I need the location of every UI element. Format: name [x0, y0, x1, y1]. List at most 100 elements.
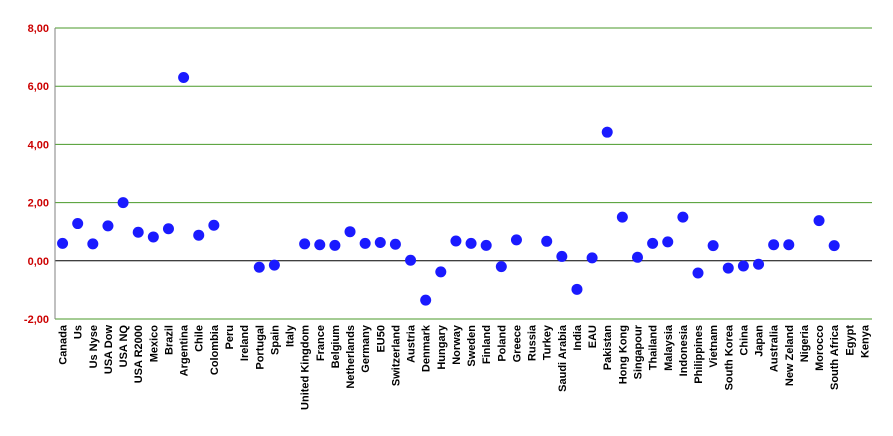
- data-point: [314, 239, 326, 251]
- y-tick-label: 2,00: [28, 198, 49, 210]
- data-point: [344, 226, 356, 238]
- data-point: [329, 239, 341, 251]
- y-tick-label: 6,00: [28, 81, 49, 93]
- x-tick-label: USA R2000: [133, 325, 145, 383]
- data-point: [722, 262, 734, 274]
- data-point: [132, 226, 144, 238]
- data-point: [450, 235, 462, 247]
- x-tick-label: Finland: [481, 325, 493, 364]
- data-point: [87, 238, 99, 250]
- x-tick-label: Nigeria: [799, 324, 811, 362]
- x-tick-label: USA NQ: [118, 325, 130, 368]
- data-point: [420, 294, 432, 306]
- x-tick-label: South Africa: [829, 324, 841, 390]
- x-tick-label: Austria: [406, 324, 418, 363]
- data-point: [768, 239, 780, 251]
- data-point: [253, 261, 265, 273]
- x-tick-label: Singapour: [632, 324, 644, 379]
- x-tick-label: Germany: [360, 324, 372, 373]
- x-tick-label: Turkey: [542, 324, 554, 360]
- data-point: [586, 252, 598, 264]
- data-point: [57, 237, 69, 249]
- data-point: [435, 266, 447, 278]
- data-point: [541, 235, 553, 247]
- x-tick-label: Morocco: [814, 325, 826, 371]
- x-tick-label: Philippines: [693, 325, 705, 384]
- x-tick-label: Malaysia: [663, 324, 675, 371]
- x-tick-label: Thailand: [648, 325, 660, 370]
- data-point: [707, 240, 719, 252]
- data-point: [828, 240, 840, 252]
- x-tick-label: Spain: [269, 325, 281, 355]
- y-tick-label: 8,00: [28, 23, 49, 35]
- x-tick-label: Japan: [754, 325, 766, 357]
- x-tick-label: Portugal: [254, 325, 266, 370]
- data-point: [147, 231, 159, 243]
- x-tick-label: Vietnam: [708, 325, 720, 368]
- x-tick-label: Chile: [194, 325, 206, 352]
- x-tick-label: India: [572, 324, 584, 351]
- x-tick-label: EU50: [375, 325, 387, 353]
- data-point: [662, 236, 674, 248]
- y-axis: -2,00 0,00 2,00 4,00 6,00 8,00: [24, 23, 49, 326]
- x-tick-label: China: [738, 324, 750, 355]
- data-point: [208, 219, 220, 231]
- x-tick-label: Indonesia: [678, 324, 690, 376]
- x-tick-label: Mexico: [148, 325, 160, 363]
- data-point: [737, 260, 749, 272]
- x-tick-label: Netherlands: [345, 325, 357, 389]
- x-tick-label: Argentina: [179, 324, 191, 376]
- x-tick-label: France: [315, 325, 327, 361]
- x-tick-label: Denmark: [421, 324, 433, 372]
- x-tick-label: Us Nyse: [88, 325, 100, 368]
- x-tick-label: Belgium: [330, 325, 342, 369]
- x-tick-label: United Kingdom: [300, 325, 312, 410]
- y-tick-label: -2,00: [24, 314, 49, 326]
- data-point: [631, 251, 643, 263]
- x-tick-label: Ireland: [239, 325, 251, 361]
- x-tick-label: Us: [73, 325, 85, 339]
- x-tick-label: EAU: [587, 325, 599, 348]
- x-axis: Canada Us Us Nyse USA Dow USA NQ USA R2000 Mex…: [58, 324, 872, 410]
- data-point: [193, 229, 205, 241]
- x-tick-label: Greece: [511, 325, 523, 362]
- x-tick-label: USA Dow: [103, 325, 115, 375]
- data-point: [102, 220, 114, 232]
- data-point: [813, 215, 825, 227]
- x-tick-label: Pakistan: [602, 325, 614, 371]
- x-tick-label: Hong Kong: [617, 325, 629, 384]
- x-tick-label: Brazil: [163, 325, 175, 355]
- data-points: [57, 71, 840, 306]
- x-tick-label: Poland: [496, 325, 508, 362]
- data-point: [616, 211, 628, 223]
- data-point: [117, 197, 129, 209]
- x-tick-label: Hungary: [436, 324, 448, 370]
- y-tick-label: 0,00: [28, 256, 49, 268]
- x-tick-label: Canada: [58, 324, 70, 365]
- data-point: [783, 239, 795, 251]
- x-tick-label: Kenya: [859, 324, 871, 358]
- data-point: [647, 237, 659, 249]
- data-point: [510, 234, 522, 246]
- data-point: [556, 250, 568, 262]
- data-point: [677, 211, 689, 223]
- data-point: [753, 258, 765, 270]
- data-point: [465, 237, 477, 249]
- data-point: [571, 283, 583, 295]
- x-tick-label: Sweden: [466, 325, 478, 367]
- x-tick-label: Italy: [285, 324, 297, 347]
- data-point: [692, 267, 704, 279]
- x-tick-label: Saudi Arabia: [557, 324, 569, 392]
- x-tick-label: Egypt: [844, 325, 856, 356]
- data-point: [601, 126, 613, 138]
- data-point: [299, 238, 311, 250]
- data-point: [374, 236, 386, 248]
- y-tick-label: 4,00: [28, 139, 49, 151]
- data-point: [162, 223, 174, 235]
- x-tick-label: Russia: [527, 324, 539, 361]
- x-tick-label: Peru: [224, 325, 236, 349]
- x-tick-label: Colombia: [209, 324, 221, 375]
- data-point: [72, 218, 84, 230]
- data-point: [480, 239, 492, 251]
